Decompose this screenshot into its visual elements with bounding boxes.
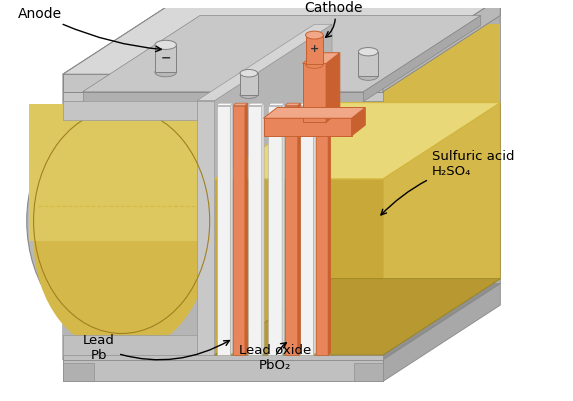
Wedge shape xyxy=(34,134,210,221)
Text: −: − xyxy=(160,52,171,65)
Bar xyxy=(300,106,313,355)
Polygon shape xyxy=(197,25,332,101)
Polygon shape xyxy=(63,284,500,360)
Polygon shape xyxy=(63,101,197,121)
Polygon shape xyxy=(383,0,500,360)
Polygon shape xyxy=(197,101,215,355)
Text: +: + xyxy=(310,44,319,54)
Polygon shape xyxy=(63,340,383,360)
Ellipse shape xyxy=(305,61,323,69)
Polygon shape xyxy=(300,104,316,106)
Polygon shape xyxy=(215,279,500,355)
Polygon shape xyxy=(83,93,363,102)
Polygon shape xyxy=(363,16,481,102)
Polygon shape xyxy=(316,104,331,106)
Text: Lead oxide
PbO₂: Lead oxide PbO₂ xyxy=(239,343,311,371)
Ellipse shape xyxy=(358,73,378,81)
Polygon shape xyxy=(63,360,383,381)
Polygon shape xyxy=(215,25,332,355)
Polygon shape xyxy=(264,108,365,119)
Ellipse shape xyxy=(34,109,210,334)
Ellipse shape xyxy=(27,102,217,340)
Polygon shape xyxy=(332,25,500,279)
Bar xyxy=(217,106,230,355)
Bar xyxy=(305,36,323,65)
Ellipse shape xyxy=(155,69,176,78)
Bar xyxy=(240,74,258,95)
Polygon shape xyxy=(268,104,285,106)
Polygon shape xyxy=(248,104,264,106)
Polygon shape xyxy=(63,75,383,93)
Bar xyxy=(29,104,215,241)
Bar xyxy=(233,106,245,355)
Polygon shape xyxy=(63,355,383,360)
Polygon shape xyxy=(63,0,500,75)
Text: Sulfuric acid
H₂SO₄: Sulfuric acid H₂SO₄ xyxy=(381,150,515,215)
Bar xyxy=(285,106,298,355)
Polygon shape xyxy=(63,0,180,360)
Ellipse shape xyxy=(240,70,258,78)
Bar xyxy=(316,106,328,355)
Bar xyxy=(358,53,378,77)
Polygon shape xyxy=(63,25,315,101)
Ellipse shape xyxy=(240,92,258,99)
Polygon shape xyxy=(217,104,233,106)
Ellipse shape xyxy=(34,129,210,353)
Polygon shape xyxy=(63,336,197,355)
Polygon shape xyxy=(215,180,383,355)
Polygon shape xyxy=(63,363,94,381)
Polygon shape xyxy=(303,54,340,64)
Polygon shape xyxy=(261,104,264,355)
Polygon shape xyxy=(383,103,500,355)
Polygon shape xyxy=(63,121,197,336)
Bar xyxy=(303,64,326,123)
Polygon shape xyxy=(63,93,383,101)
Polygon shape xyxy=(63,0,500,75)
Polygon shape xyxy=(215,103,500,180)
Ellipse shape xyxy=(358,49,378,57)
Text: Lead
Pb: Lead Pb xyxy=(83,333,229,361)
Bar xyxy=(268,106,282,355)
Polygon shape xyxy=(354,363,383,381)
Polygon shape xyxy=(245,104,248,355)
Bar xyxy=(155,46,176,73)
Polygon shape xyxy=(383,284,500,381)
Bar xyxy=(248,106,261,355)
Wedge shape xyxy=(36,221,208,307)
Bar xyxy=(264,119,352,136)
Polygon shape xyxy=(352,108,365,136)
Text: Cathode: Cathode xyxy=(305,1,363,38)
Text: Anode: Anode xyxy=(18,8,162,53)
Polygon shape xyxy=(230,104,233,355)
Ellipse shape xyxy=(305,32,323,40)
Polygon shape xyxy=(313,104,316,355)
Polygon shape xyxy=(298,104,300,355)
Ellipse shape xyxy=(155,41,176,50)
Polygon shape xyxy=(83,16,481,93)
Polygon shape xyxy=(233,104,248,106)
Ellipse shape xyxy=(34,109,210,334)
Polygon shape xyxy=(282,104,285,355)
Polygon shape xyxy=(326,54,340,123)
Polygon shape xyxy=(383,0,500,93)
Polygon shape xyxy=(328,104,331,355)
Polygon shape xyxy=(285,104,300,106)
Polygon shape xyxy=(63,101,197,355)
